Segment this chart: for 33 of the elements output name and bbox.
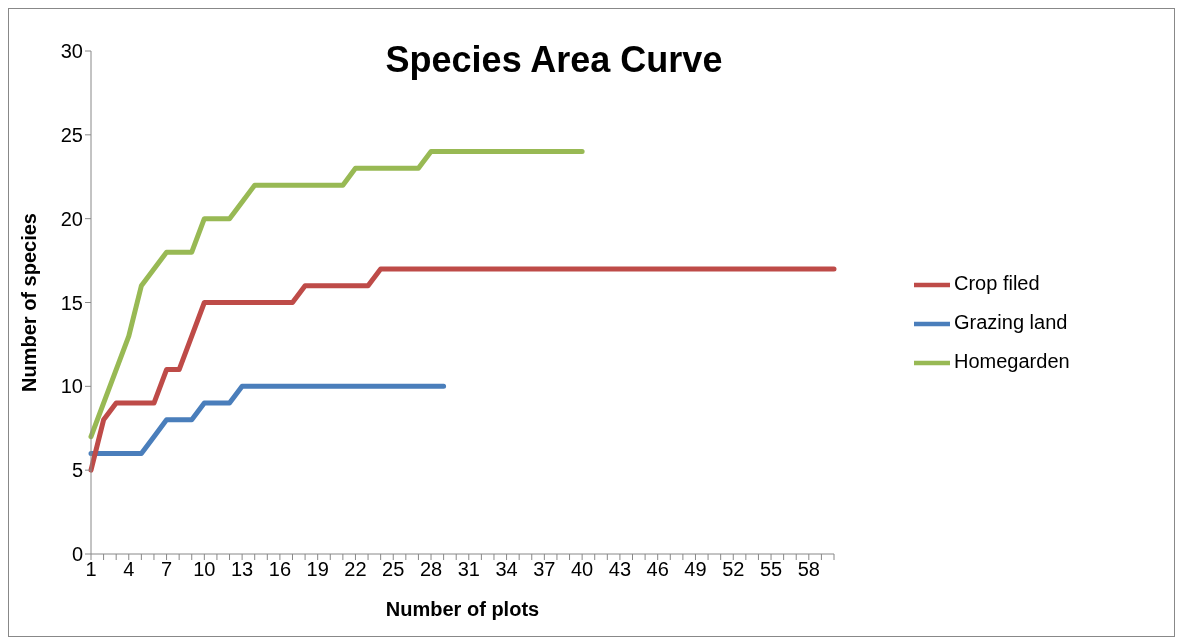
x-tick-label: 22 — [344, 558, 367, 581]
y-axis-title: Number of species — [18, 213, 41, 392]
legend-label: Crop filed — [954, 272, 1040, 295]
x-tick-label: 52 — [722, 558, 745, 581]
x-tick-label: 43 — [608, 558, 632, 581]
legend-label: Grazing land — [954, 311, 1068, 334]
x-axis-title: Number of plots — [385, 598, 540, 620]
x-tick-label: 55 — [759, 558, 783, 581]
legend-label: Homegarden — [954, 349, 1070, 372]
x-tick-label: 7 — [161, 558, 173, 581]
x-tick-label: 31 — [457, 558, 480, 581]
x-tick-label: 4 — [123, 558, 135, 581]
y-tick-label: 25 — [60, 123, 83, 146]
x-tick-label: 34 — [495, 558, 518, 581]
x-tick-label: 40 — [571, 558, 594, 581]
y-tick-label: 15 — [60, 291, 83, 314]
y-tick-label: 20 — [60, 207, 83, 230]
y-tick-label: 10 — [60, 375, 83, 398]
x-tick-label: 49 — [684, 558, 707, 581]
x-tick-label: 37 — [533, 558, 556, 581]
x-tick-label: 25 — [382, 558, 405, 581]
y-tick-label: 0 — [71, 543, 83, 566]
x-tick-label: 10 — [193, 558, 216, 581]
x-tick-label: 1 — [85, 558, 97, 581]
x-tick-label: 16 — [268, 558, 292, 581]
x-tick-label: 28 — [419, 558, 443, 581]
y-tick-label: 5 — [71, 459, 83, 482]
y-tick-label: 30 — [60, 40, 83, 63]
x-tick-label: 19 — [306, 558, 329, 581]
x-tick-label: 13 — [230, 558, 254, 581]
x-tick-label: 58 — [797, 558, 820, 581]
x-tick-label: 46 — [646, 558, 669, 581]
chart-title: Species Area Curve — [384, 39, 724, 81]
